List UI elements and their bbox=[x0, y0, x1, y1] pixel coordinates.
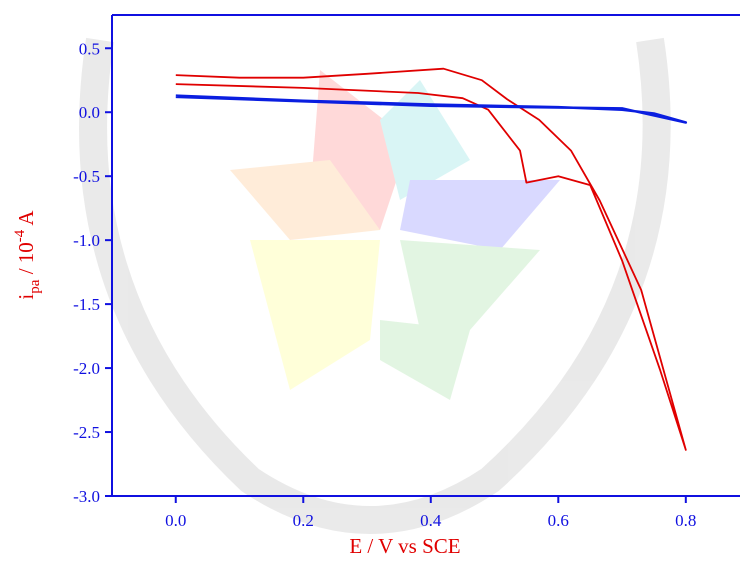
y-label-sup: -4 bbox=[12, 229, 28, 242]
y-tick-label: -2.5 bbox=[73, 423, 100, 442]
y-label-part: i bbox=[14, 294, 38, 300]
x-tick-label: 0.0 bbox=[165, 511, 186, 530]
y-tick-label: -3.0 bbox=[73, 487, 100, 506]
x-tick-label: 0.6 bbox=[548, 511, 569, 530]
watermark bbox=[79, 37, 671, 534]
y-tick-label: -0.5 bbox=[73, 167, 100, 186]
x-axis-label: E / V vs SCE bbox=[349, 534, 460, 558]
y-tick-label: 0.0 bbox=[79, 103, 100, 122]
y-label-part: A bbox=[14, 210, 38, 230]
y-tick-label: -1.0 bbox=[73, 231, 100, 250]
y-tick-label: 0.5 bbox=[79, 39, 100, 58]
x-tick-label: 0.4 bbox=[420, 511, 442, 530]
x-tick-label: 0.8 bbox=[675, 511, 696, 530]
y-tick-label: -1.5 bbox=[73, 295, 100, 314]
series-line bbox=[175, 94, 688, 124]
y-axis-label: ipa / 10-4 A bbox=[12, 210, 43, 300]
y-label-sub: pa bbox=[27, 279, 43, 294]
x-tick-label: 0.2 bbox=[293, 511, 314, 530]
y-tick-label: -2.0 bbox=[73, 359, 100, 378]
y-label-part: / 10 bbox=[14, 242, 38, 279]
